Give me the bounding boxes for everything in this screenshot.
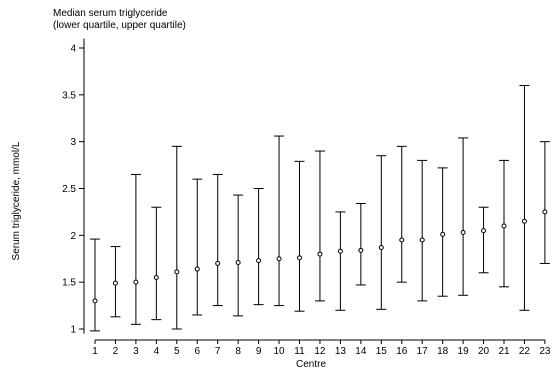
y-tick-label: 1 — [70, 325, 76, 336]
y-tick-label: 2 — [70, 231, 76, 242]
median-point — [92, 298, 98, 304]
median-point — [194, 266, 200, 272]
median-point — [215, 260, 221, 266]
x-tick-label: 20 — [478, 346, 490, 357]
x-tick-label: 9 — [256, 346, 262, 357]
y-tick-label: 3 — [70, 137, 76, 148]
error-bar — [539, 141, 550, 264]
x-tick-label: 18 — [437, 346, 449, 357]
x-tick-label: 8 — [235, 346, 241, 357]
chart-subtitle: (lower quartile, upper quartile) — [53, 20, 186, 31]
median-point — [419, 237, 425, 243]
error-bar — [335, 211, 346, 311]
median-point — [399, 237, 405, 243]
median-point — [481, 228, 487, 234]
median-point — [235, 259, 241, 265]
median-point — [378, 245, 384, 251]
median-point — [153, 274, 159, 280]
x-tick-label: 19 — [458, 346, 470, 357]
x-tick-label: 4 — [154, 346, 160, 357]
median-point — [317, 251, 323, 257]
x-tick-label: 11 — [294, 346, 305, 357]
median-point — [297, 255, 302, 261]
x-tick-label: 3 — [133, 346, 139, 357]
x-tick-label: 22 — [519, 346, 531, 357]
median-point — [521, 218, 527, 224]
error-bar-series — [90, 84, 550, 332]
y-axis: 1 1.5 2 2.5 3 3.5 4 — [62, 38, 85, 336]
error-bar — [458, 137, 469, 296]
y-tick-label: 2.5 — [62, 184, 76, 195]
y-tick-label: 3.5 — [62, 90, 76, 101]
error-bar — [376, 155, 387, 310]
x-tick-label: 16 — [396, 346, 408, 357]
median-point — [358, 247, 364, 253]
y-tick-label: 1.5 — [62, 278, 76, 289]
median-point — [337, 248, 343, 254]
error-bar — [253, 188, 264, 306]
x-tick-label: 2 — [113, 346, 119, 357]
x-tick-label: 10 — [273, 346, 285, 357]
error-bar — [314, 150, 325, 302]
error-bar — [437, 167, 448, 297]
error-bar — [417, 159, 428, 302]
error-bar — [90, 238, 100, 332]
error-bar — [130, 173, 141, 325]
median-point — [460, 230, 466, 236]
error-bar — [151, 206, 162, 321]
x-tick-label: 13 — [335, 346, 347, 357]
x-tick-label: 12 — [314, 346, 326, 357]
y-tick-label: 4 — [70, 44, 76, 55]
chart-title: Median serum triglyceride — [53, 8, 168, 19]
x-tick-label: 21 — [498, 346, 510, 357]
x-tick-label: 1 — [92, 346, 98, 357]
x-tick-label: 14 — [355, 346, 367, 357]
median-point — [133, 279, 139, 285]
x-axis-label: Centre — [296, 359, 326, 370]
x-tick-label: 5 — [174, 346, 180, 357]
error-bar — [233, 194, 244, 317]
x-tick-label: 15 — [376, 346, 388, 357]
error-bar — [171, 145, 182, 330]
x-axis: 1 2 3 4 5 6 7 8 9 10 11 12 13 14 15 16 17 18 19 20 21 22 23 — [92, 339, 551, 357]
error-bar — [274, 135, 285, 307]
error-bar — [192, 178, 203, 316]
error-bar — [519, 84, 530, 311]
x-tick-label: 17 — [417, 346, 429, 357]
median-point — [276, 256, 282, 262]
median-point — [542, 209, 548, 215]
x-tick-label: 23 — [539, 346, 551, 357]
x-tick-label: 7 — [215, 346, 221, 357]
error-bar — [355, 202, 366, 286]
error-bar — [499, 159, 509, 288]
median-point — [256, 258, 262, 264]
median-point — [112, 280, 118, 286]
error-bar — [110, 246, 121, 318]
error-bar — [478, 206, 489, 274]
median-point — [501, 223, 507, 229]
median-point — [174, 269, 180, 275]
error-bar — [212, 173, 223, 307]
x-tick-label: 6 — [194, 346, 200, 357]
error-bar — [396, 145, 407, 283]
median-point — [440, 231, 446, 237]
y-axis-label: Serum triglyceride, mmol/L — [11, 141, 22, 260]
error-bar — [294, 160, 305, 312]
